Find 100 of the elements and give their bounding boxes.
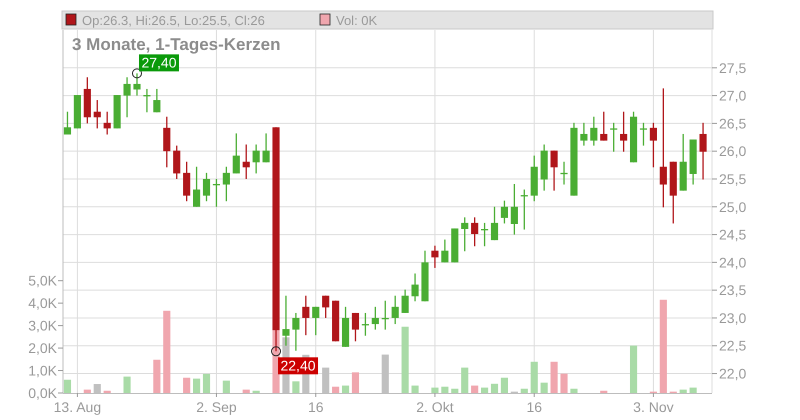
candlestick bbox=[590, 116, 598, 146]
candlestick bbox=[490, 206, 498, 241]
candlestick bbox=[362, 312, 369, 336]
y-tick-label: 27,5 bbox=[719, 60, 746, 76]
candlestick bbox=[163, 116, 170, 168]
y2-tick-label: 3,0K bbox=[28, 318, 58, 334]
candlestick bbox=[441, 238, 448, 264]
y-tick-label: 27,0 bbox=[719, 88, 746, 104]
y-tick-label: 25,5 bbox=[719, 170, 746, 187]
candlestick bbox=[352, 312, 360, 342]
candlestick bbox=[292, 312, 300, 352]
bar bbox=[352, 372, 360, 393]
candlestick bbox=[302, 295, 310, 336]
bar bbox=[342, 386, 350, 393]
candlestick bbox=[600, 111, 608, 142]
candlestick bbox=[123, 76, 131, 118]
bar bbox=[490, 384, 498, 393]
candlestick bbox=[64, 111, 72, 136]
bar bbox=[64, 380, 72, 393]
candlestick bbox=[232, 132, 240, 174]
bar bbox=[680, 390, 687, 393]
candlestick bbox=[520, 188, 528, 230]
y2-tick-label: 2,0K bbox=[28, 340, 58, 356]
bar bbox=[471, 386, 478, 393]
candlestick bbox=[212, 178, 220, 208]
bar bbox=[84, 390, 91, 393]
y-tick-label: 22,5 bbox=[719, 338, 746, 354]
y-tick-label: 26,5 bbox=[719, 115, 746, 132]
candlestick bbox=[222, 166, 230, 202]
y-tick-label: 25,0 bbox=[719, 198, 746, 215]
bar bbox=[630, 346, 638, 393]
bar bbox=[481, 388, 488, 393]
candlestick bbox=[173, 144, 180, 180]
candlestick bbox=[510, 183, 518, 236]
bar bbox=[402, 326, 409, 393]
y-tick-label: 26,0 bbox=[719, 143, 746, 160]
y-tick-label: 23,0 bbox=[719, 310, 746, 326]
candlestick bbox=[481, 222, 488, 247]
candlestick bbox=[202, 172, 210, 202]
bar bbox=[690, 388, 697, 393]
bar bbox=[451, 388, 458, 393]
bar bbox=[550, 362, 558, 393]
x-tick-label: 2. Sep bbox=[196, 399, 237, 415]
bar bbox=[292, 381, 300, 393]
candlestick bbox=[471, 216, 478, 247]
annotation: 27,40 bbox=[141, 54, 177, 70]
y-tick-label: 24,5 bbox=[719, 226, 746, 243]
candlestick bbox=[550, 150, 558, 192]
candlestick bbox=[461, 216, 468, 252]
x-tick-label: 13. Aug bbox=[54, 399, 102, 415]
x-tick-label: 16 bbox=[308, 399, 324, 415]
bar bbox=[441, 386, 448, 393]
x-tick-label: 3. Nov bbox=[633, 399, 674, 415]
candlestick bbox=[94, 99, 101, 130]
candlestick bbox=[411, 272, 419, 302]
x-tick-label: 2. Okt bbox=[416, 399, 454, 415]
bar bbox=[560, 374, 568, 393]
x-tick-label: 16 bbox=[526, 399, 542, 415]
candlestick bbox=[322, 295, 330, 319]
bar bbox=[242, 390, 250, 393]
candlestick bbox=[382, 300, 389, 330]
bar bbox=[411, 386, 419, 393]
bar bbox=[530, 362, 538, 393]
candlestick bbox=[580, 122, 588, 146]
annotation: 22,40 bbox=[280, 357, 316, 374]
candlestick bbox=[620, 111, 628, 152]
y-tick-label: 23,5 bbox=[719, 282, 746, 298]
candlestick bbox=[193, 166, 200, 208]
candlestick bbox=[402, 288, 409, 314]
candlestick bbox=[262, 132, 270, 163]
bar bbox=[202, 374, 210, 393]
candlestick bbox=[153, 88, 160, 113]
candlestick bbox=[650, 122, 657, 168]
candlestick bbox=[242, 144, 250, 180]
candlestick bbox=[431, 245, 438, 269]
chart-title: 3 Monate, 1-Tages-Kerzen bbox=[72, 35, 280, 54]
bar bbox=[520, 388, 528, 393]
candlestick bbox=[372, 306, 379, 330]
bar bbox=[540, 382, 548, 393]
y2-tick-label: 0,0K bbox=[28, 385, 58, 401]
candlestick bbox=[252, 144, 260, 174]
legend-label: Vol: 0K bbox=[336, 13, 378, 28]
candlestick bbox=[104, 111, 111, 136]
bar bbox=[500, 378, 508, 393]
bar bbox=[461, 368, 468, 393]
y-tick-label: 24,0 bbox=[719, 254, 746, 270]
bar bbox=[570, 388, 578, 393]
y2-tick-label: 1,0K bbox=[28, 362, 58, 379]
candlestick bbox=[500, 200, 508, 224]
candlestick bbox=[143, 88, 150, 113]
candlestick bbox=[312, 306, 320, 336]
bar bbox=[431, 388, 438, 393]
bar bbox=[332, 386, 340, 393]
y2-tick-label: 4,0K bbox=[28, 295, 58, 312]
y-tick-label: 22,0 bbox=[719, 366, 746, 382]
bar bbox=[183, 378, 190, 393]
candlestick bbox=[392, 295, 399, 325]
bar bbox=[153, 360, 160, 393]
bar bbox=[163, 310, 170, 393]
candlestick bbox=[699, 122, 707, 180]
